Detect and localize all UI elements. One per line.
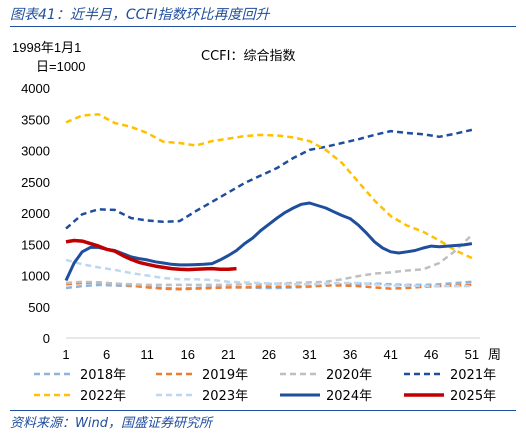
x-tick-label: 21 [221,347,235,362]
x-tick-label: 1 [62,347,69,362]
x-tick-label: 26 [262,347,276,362]
x-tick-label: 46 [424,347,438,362]
y-tick-label: 0 [43,331,50,346]
y-axis-label-line2: 日=1000 [36,59,86,74]
series-line [64,201,473,282]
title-rule [10,26,516,27]
y-tick-label: 3500 [21,112,50,127]
legend-label: 2023年 [202,389,248,404]
source-rule [10,410,516,411]
series-line [65,238,237,272]
x-tick-label: 6 [103,347,110,362]
y-tick-label: 4000 [21,81,50,96]
y-tick-label: 1500 [21,237,50,252]
y-tick-label: 500 [28,300,50,315]
y-tick-label: 1000 [21,269,50,284]
legend-label: 2024年 [326,389,372,404]
chart-title: CCFI：综合指数 [201,49,295,64]
series-line [65,233,473,287]
series-line [65,128,473,230]
series-line [65,281,472,291]
y-tick-label: 2500 [21,175,50,190]
series-line [65,113,473,260]
legend-label: 2021年 [450,368,496,383]
x-tick-label: 31 [302,347,316,362]
figure-title: 图表41：近半月，CCFI指数环比再度回升 [10,7,270,23]
x-tick-label: 36 [343,347,357,362]
x-tick-label: 51 [465,347,479,362]
legend-label: 2020年 [326,368,372,383]
legend-label: 2022年 [80,389,126,404]
series-line [65,258,472,288]
y-axis-label: 1998年1月1 [12,40,81,55]
legend-label: 2025年 [450,389,496,404]
x-tick-label: 16 [181,347,195,362]
x-tick-label: 11 [140,347,154,362]
legend-label: 2018年 [80,368,126,383]
legend-label: 2019年 [202,368,248,383]
x-tick-label: 41 [383,347,397,362]
source-note: 资料来源：Wind，国盛证券研究所 [10,416,212,431]
y-tick-label: 2000 [21,206,50,221]
x-axis-unit: 周 [488,348,501,363]
y-tick-label: 3000 [21,144,50,159]
